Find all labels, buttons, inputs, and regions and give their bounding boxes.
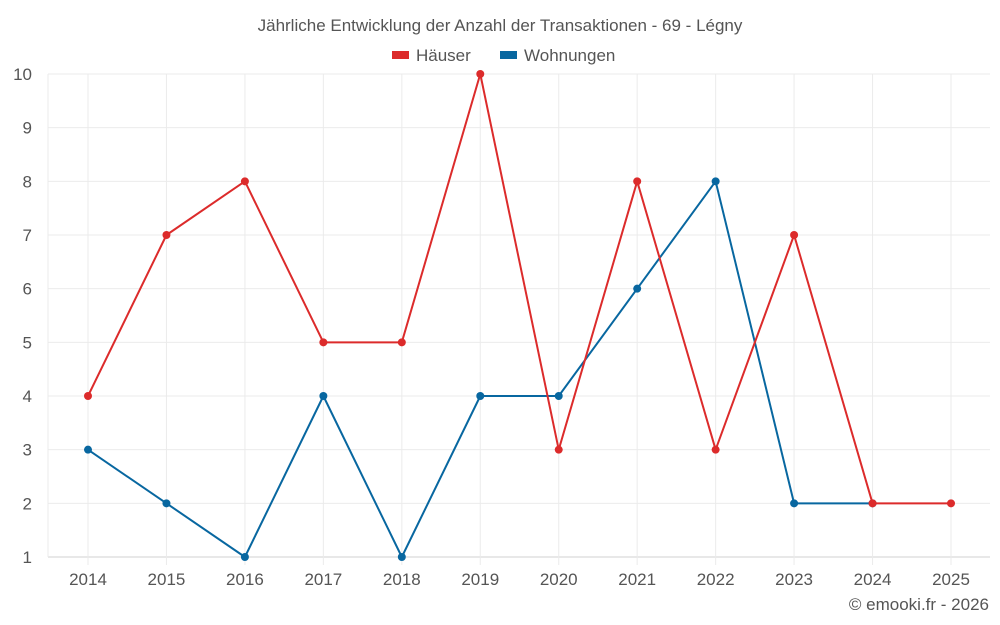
x-axis: 2014 2015 2016 2017 2018 2019 2020 2021 2022 2023… (69, 570, 970, 589)
x-tick-label: 2017 (304, 570, 342, 589)
data-point[interactable] (240, 553, 249, 561)
y-tick-label: 8 (23, 172, 32, 191)
x-tick-label: 2015 (148, 570, 186, 589)
legend: Häuser Wohnungen (392, 46, 615, 65)
x-tick-label: 2022 (697, 570, 735, 589)
y-tick-label: 5 (23, 333, 32, 352)
x-tick-label: 2014 (69, 570, 107, 589)
y-tick-label: 2 (23, 494, 32, 513)
data-point[interactable] (554, 392, 563, 400)
credit-text: © emooki.fr - 2026 (849, 595, 989, 614)
data-point[interactable] (397, 553, 406, 561)
legend-swatch-icon (392, 51, 409, 59)
data-point[interactable] (84, 392, 92, 400)
data-point[interactable] (84, 445, 92, 454)
data-point[interactable] (162, 231, 171, 239)
y-axis: 1 2 3 4 5 6 7 8 9 10 (13, 65, 32, 567)
data-point[interactable] (633, 177, 642, 186)
y-tick-label: 3 (23, 441, 32, 460)
data-point[interactable] (947, 499, 955, 508)
chart-title: Jährliche Entwicklung der Anzahl der Tra… (258, 16, 743, 35)
data-point[interactable] (319, 392, 328, 400)
data-point[interactable] (790, 231, 799, 239)
legend-label: Häuser (416, 46, 471, 65)
x-tick-label: 2019 (461, 570, 499, 589)
x-tick-label: 2023 (775, 570, 813, 589)
data-point[interactable] (476, 70, 485, 78)
x-tick-label: 2025 (932, 570, 970, 589)
legend-label: Wohnungen (524, 46, 615, 65)
legend-swatch-icon (500, 51, 517, 59)
series-häuser (84, 70, 955, 508)
data-point[interactable] (240, 177, 249, 186)
x-tick-label: 2018 (383, 570, 421, 589)
data-point[interactable] (476, 392, 485, 400)
legend-item-wohnungen[interactable]: Wohnungen (500, 46, 615, 65)
data-point[interactable] (633, 284, 642, 293)
data-point[interactable] (711, 177, 720, 186)
y-tick-label: 1 (23, 548, 32, 567)
data-point[interactable] (397, 338, 406, 347)
x-tick-label: 2020 (540, 570, 578, 589)
y-tick-label: 7 (23, 226, 32, 245)
data-point[interactable] (711, 445, 720, 454)
grid (47, 73, 990, 565)
data-point[interactable] (162, 499, 171, 508)
x-tick-label: 2021 (618, 570, 656, 589)
x-tick-label: 2024 (854, 570, 892, 589)
y-tick-label: 4 (23, 387, 32, 406)
y-tick-label: 9 (23, 119, 32, 138)
y-tick-label: 6 (23, 280, 32, 299)
data-point[interactable] (319, 338, 328, 347)
data-point[interactable] (554, 445, 563, 454)
x-tick-label: 2016 (226, 570, 264, 589)
data-point[interactable] (790, 499, 799, 508)
data-point[interactable] (868, 499, 877, 508)
legend-item-häuser[interactable]: Häuser (392, 46, 471, 65)
y-tick-label: 10 (13, 65, 32, 84)
series-lines (84, 70, 955, 561)
